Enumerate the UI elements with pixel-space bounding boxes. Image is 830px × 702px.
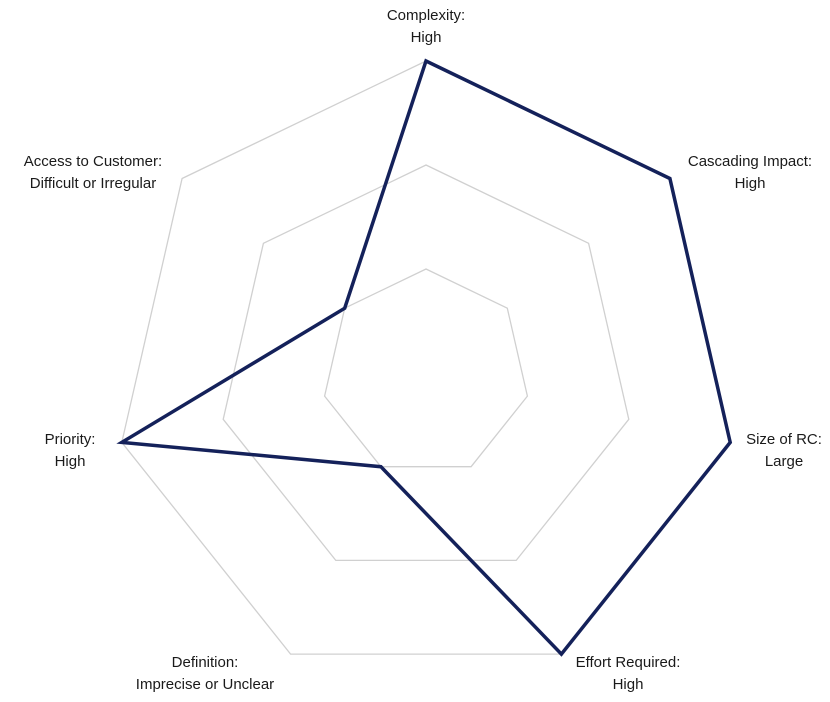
axis-label-2-line1: Cascading Impact:	[688, 153, 812, 170]
axis-label-4-line2: High	[613, 676, 644, 693]
axis-label-6-line2: High	[55, 453, 86, 470]
axis-label-1-line2: High	[411, 29, 442, 46]
series-point-2	[668, 177, 672, 180]
series-layer	[116, 58, 733, 657]
axis-label-7-line2: Difficult or Irregular	[30, 175, 156, 192]
axis-label-4: Effort Required: High	[576, 654, 681, 693]
series-point-3	[728, 440, 732, 444]
axis-labels: Complexity: High Cascading Impact: High Size…	[24, 7, 822, 693]
series-point-4	[559, 652, 563, 656]
axis-label-3: Size of RC: Large	[746, 431, 822, 470]
axis-label-7-line1: Access to Customer:	[24, 153, 162, 170]
axis-label-5: Definition: Imprecise or Unclear	[136, 654, 274, 693]
axis-label-6-line1: Priority:	[45, 431, 96, 448]
axis-label-1: Complexity: High	[387, 7, 465, 46]
axis-label-2-line2: High	[735, 175, 766, 192]
axis-label-5-line2: Imprecise or Unclear	[136, 676, 274, 693]
series-point-1	[424, 59, 428, 63]
axis-label-1-line1: Complexity:	[387, 7, 465, 24]
axis-label-7: Access to Customer: Difficult or Irregula…	[24, 153, 162, 192]
series-point-7	[343, 306, 347, 310]
axis-label-5-line1: Definition:	[172, 654, 239, 671]
axis-label-2: Cascading Impact: High	[688, 153, 812, 192]
grid	[121, 60, 731, 655]
axis-label-3-line1: Size of RC:	[746, 431, 822, 448]
axis-label-6: Priority: High	[45, 431, 96, 470]
series-point-5	[379, 465, 383, 469]
grid-ring-3	[121, 60, 731, 655]
series-point-6	[120, 440, 124, 444]
grid-ring-1	[323, 268, 529, 468]
axis-label-3-line2: Large	[765, 453, 803, 470]
grid-ring-2	[222, 164, 630, 562]
series-line-1	[116, 58, 733, 657]
axis-label-4-line1: Effort Required:	[576, 654, 681, 671]
